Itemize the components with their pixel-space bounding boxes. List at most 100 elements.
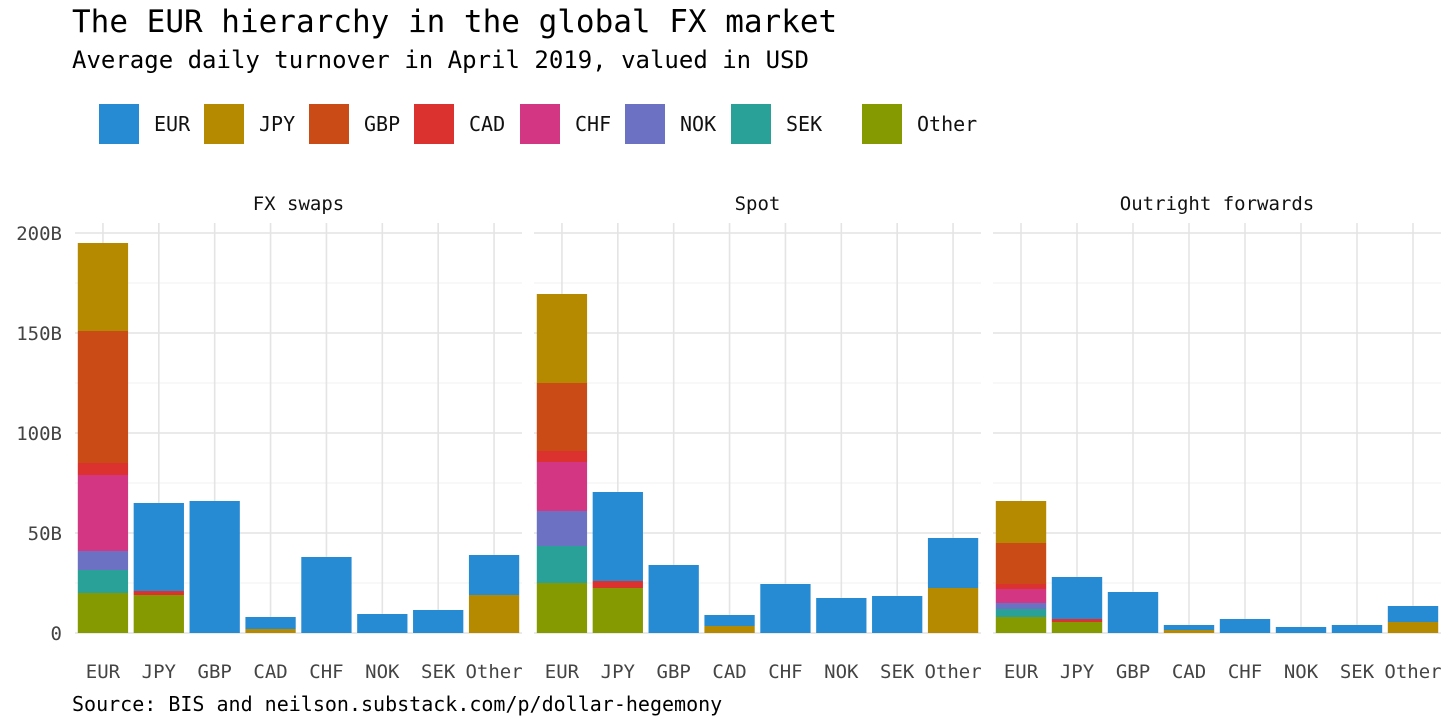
x-tick-label: CAD <box>1172 661 1206 683</box>
x-tick-label: SEK <box>880 661 915 683</box>
bar-fx-swaps-cad-eur <box>245 617 296 629</box>
x-tick-label: SEK <box>1340 661 1375 683</box>
x-tick-label: NOK <box>365 661 400 683</box>
legend-item-jpy: JPY <box>204 104 295 144</box>
bar-outright-forwards-gbp-eur <box>1107 592 1159 633</box>
bar-outright-forwards-eur-jpy <box>995 501 1047 543</box>
y-tick-label: 150B <box>16 323 62 345</box>
legend-item-nok: NOK <box>625 104 716 144</box>
x-tick-label: EUR <box>86 661 121 683</box>
bar-fx-swaps-eur-chf <box>77 475 129 551</box>
bar-spot-other-eur <box>927 538 979 588</box>
bar-spot-eur-other <box>536 583 588 633</box>
bar-fx-swaps-eur-gbp <box>77 331 129 463</box>
x-tick-label: GBP <box>1116 661 1150 683</box>
legend-swatch-eur <box>99 104 139 144</box>
bar-spot-gbp-eur <box>648 565 699 633</box>
legend-label-eur: EUR <box>154 112 191 136</box>
bar-spot-eur-nok <box>536 511 588 546</box>
bar-outright-forwards-other-jpy <box>1387 622 1439 633</box>
bar-spot-other-jpy <box>927 588 979 633</box>
bar-outright-forwards-other-eur <box>1387 606 1439 622</box>
bar-outright-forwards-eur-chf <box>995 589 1047 603</box>
x-tick-label: Other <box>924 661 981 683</box>
bar-spot-cad-eur <box>704 615 755 626</box>
x-tick-label: CHF <box>768 661 802 683</box>
legend-item-other: Other <box>862 104 977 144</box>
bar-fx-swaps-eur-cad <box>77 463 129 475</box>
bar-fx-swaps-other-eur <box>468 555 520 595</box>
legend-swatch-nok <box>625 104 665 144</box>
bar-spot-cad-jpy <box>704 626 755 633</box>
bar-fx-swaps-sek-eur <box>413 610 464 633</box>
panel-spot: Spot EUR JPY GBP CAD CHF NOK SEK Other <box>534 193 982 683</box>
bar-outright-forwards-jpy-eur <box>1051 577 1103 619</box>
x-tick-label: JPY <box>601 661 636 683</box>
bar-fx-swaps-nok-eur <box>357 614 408 633</box>
bar-spot-nok-eur <box>816 598 867 633</box>
bar-fx-swaps-jpy-eur <box>133 503 184 591</box>
legend-swatch-cad <box>414 104 454 144</box>
bar-fx-swaps-cad-jpy <box>245 629 296 633</box>
bar-outright-forwards-eur-cad <box>995 584 1047 589</box>
bar-outright-forwards-cad-eur <box>1163 625 1215 630</box>
bar-outright-forwards-jpy-other <box>1051 622 1103 633</box>
bar-outright-forwards-eur-other <box>995 617 1047 633</box>
x-tick-label: GBP <box>657 661 691 683</box>
legend-label-other: Other <box>917 112 977 136</box>
panel-fx-swaps: FX swaps EUR JPY GBP CAD CHF NOK SEK Other <box>75 193 523 683</box>
bar-outright-forwards-chf-eur <box>1219 619 1271 633</box>
x-tick-label: CHF <box>309 661 343 683</box>
x-tick-label: EUR <box>1004 661 1039 683</box>
bar-spot-eur-sek <box>536 546 588 583</box>
legend-item-cad: CAD <box>414 104 505 144</box>
x-tick-label: Other <box>1384 661 1441 683</box>
legend-item-chf: CHF <box>520 104 611 144</box>
legend-swatch-chf <box>520 104 560 144</box>
chart-title: The EUR hierarchy in the global FX marke… <box>72 4 838 40</box>
legend-swatch-jpy <box>204 104 244 144</box>
bar-fx-swaps-chf-eur <box>301 557 352 633</box>
legend-item-sek: SEK <box>731 104 822 144</box>
legend-item-gbp: GBP <box>309 104 400 144</box>
bar-outright-forwards-cad-jpy <box>1163 630 1215 633</box>
legend: EUR JPY GBP CAD CHF NOK SEK Other <box>99 104 977 144</box>
bar-fx-swaps-jpy-cad <box>133 591 184 595</box>
legend-label-jpy: JPY <box>259 112 295 136</box>
x-tick-label: JPY <box>1060 661 1095 683</box>
bar-spot-eur-cad <box>536 451 588 462</box>
facet-label-spot: Spot <box>735 193 781 215</box>
facet-label-fx-swaps: FX swaps <box>253 193 345 215</box>
bar-spot-jpy-other <box>592 588 643 633</box>
chart-subtitle: Average daily turnover in April 2019, va… <box>72 46 809 74</box>
legend-swatch-gbp <box>309 104 349 144</box>
x-tick-label: GBP <box>198 661 232 683</box>
x-tick-label: SEK <box>421 661 456 683</box>
x-tick-label: Other <box>465 661 522 683</box>
bar-outright-forwards-eur-nok <box>995 603 1047 609</box>
legend-label-sek: SEK <box>786 112 822 136</box>
x-tick-label: NOK <box>1284 661 1319 683</box>
bar-fx-swaps-gbp-eur <box>189 501 240 633</box>
bar-outright-forwards-eur-sek <box>995 609 1047 617</box>
legend-label-cad: CAD <box>469 112 505 136</box>
x-tick-label: EUR <box>545 661 580 683</box>
bar-spot-jpy-cad <box>592 581 643 588</box>
legend-swatch-other <box>862 104 902 144</box>
y-tick-label: 0 <box>51 623 62 645</box>
bar-fx-swaps-eur-nok <box>77 551 129 570</box>
bar-fx-swaps-jpy-other <box>133 595 184 633</box>
bar-spot-eur-jpy <box>536 294 588 383</box>
legend-item-eur: EUR <box>99 104 191 144</box>
legend-label-chf: CHF <box>575 112 611 136</box>
y-tick-label: 200B <box>16 223 62 245</box>
x-tick-label: CAD <box>712 661 746 683</box>
bar-fx-swaps-other-jpy <box>468 595 520 633</box>
legend-label-nok: NOK <box>680 112 716 136</box>
bar-outright-forwards-nok-eur <box>1275 627 1327 633</box>
bar-fx-swaps-eur-other <box>77 593 129 633</box>
x-tick-label: JPY <box>142 661 177 683</box>
bar-fx-swaps-eur-sek <box>77 570 129 593</box>
bar-spot-eur-gbp <box>536 383 588 451</box>
